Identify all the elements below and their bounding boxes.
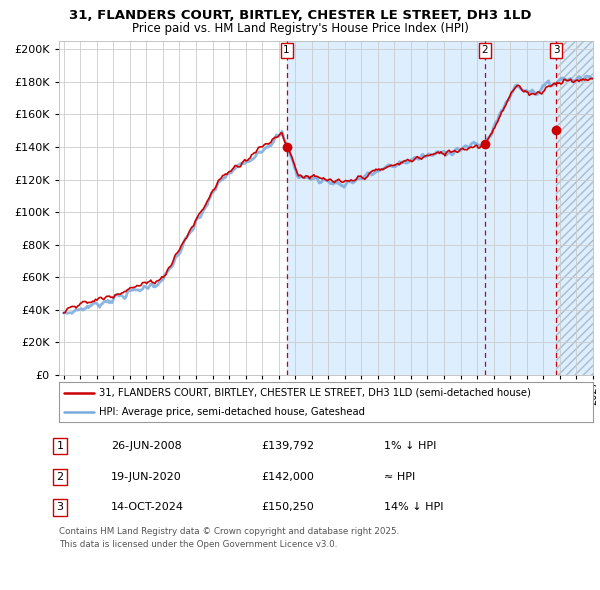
Text: 2: 2	[56, 472, 64, 481]
Text: 3: 3	[553, 45, 560, 55]
Text: 1% ↓ HPI: 1% ↓ HPI	[384, 441, 436, 451]
Text: £150,250: £150,250	[261, 503, 314, 512]
Bar	[556, 33, 593, 375]
Text: 1: 1	[283, 45, 290, 55]
Text: 26-JUN-2008: 26-JUN-2008	[111, 441, 182, 451]
Bar	[287, 41, 556, 375]
Text: 3: 3	[56, 503, 64, 512]
Text: 14% ↓ HPI: 14% ↓ HPI	[384, 503, 443, 512]
Text: ≈ HPI: ≈ HPI	[384, 472, 415, 481]
Text: 31, FLANDERS COURT, BIRTLEY, CHESTER LE STREET, DH3 1LD (semi-detached house): 31, FLANDERS COURT, BIRTLEY, CHESTER LE …	[99, 388, 531, 398]
Text: 31, FLANDERS COURT, BIRTLEY, CHESTER LE STREET, DH3 1LD: 31, FLANDERS COURT, BIRTLEY, CHESTER LE …	[69, 9, 531, 22]
Text: HPI: Average price, semi-detached house, Gateshead: HPI: Average price, semi-detached house,…	[99, 407, 365, 417]
Text: 2: 2	[481, 45, 488, 55]
Text: This data is licensed under the Open Government Licence v3.0.: This data is licensed under the Open Gov…	[59, 540, 337, 549]
Text: Contains HM Land Registry data © Crown copyright and database right 2025.: Contains HM Land Registry data © Crown c…	[59, 527, 399, 536]
Text: 14-OCT-2024: 14-OCT-2024	[111, 503, 184, 512]
Text: £142,000: £142,000	[261, 472, 314, 481]
Text: Price paid vs. HM Land Registry's House Price Index (HPI): Price paid vs. HM Land Registry's House …	[131, 22, 469, 35]
Text: 19-JUN-2020: 19-JUN-2020	[111, 472, 182, 481]
Text: £139,792: £139,792	[261, 441, 314, 451]
Text: 1: 1	[56, 441, 64, 451]
